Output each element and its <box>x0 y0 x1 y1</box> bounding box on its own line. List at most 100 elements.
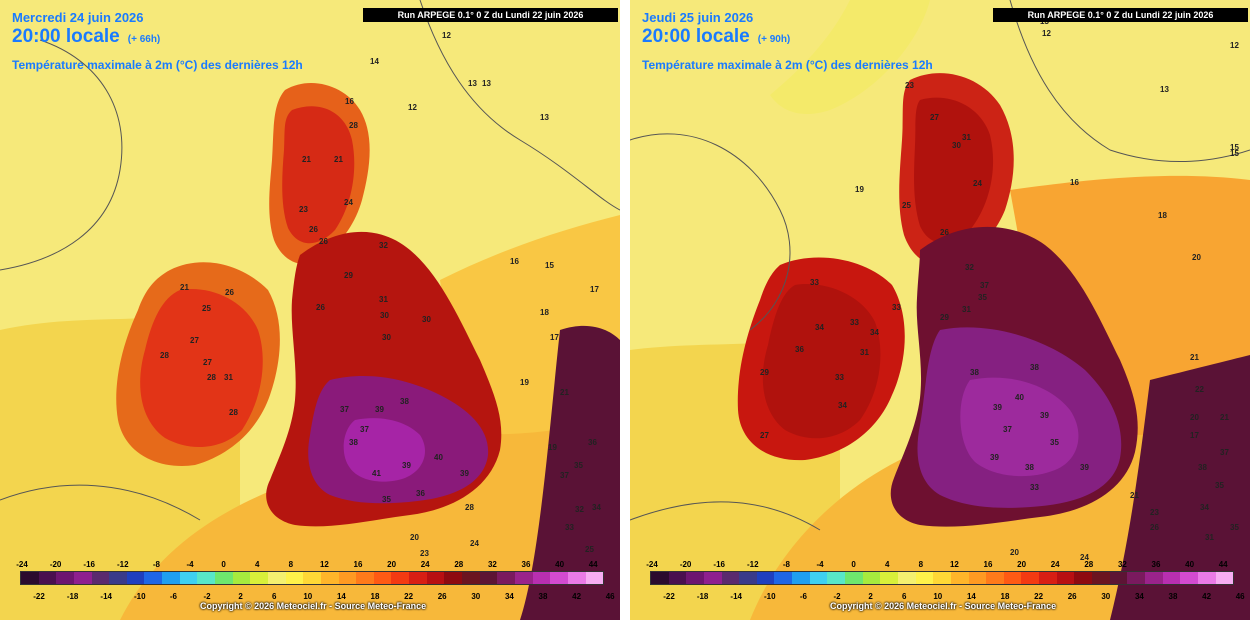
scale-tick-label: -18 <box>696 592 709 601</box>
scale-swatch <box>915 572 934 584</box>
temperature-value-label: 21 <box>1190 353 1199 362</box>
temperature-value-label: 21 <box>560 388 569 397</box>
temperature-value-label: 36 <box>416 489 425 498</box>
scale-swatch <box>38 572 57 584</box>
temperature-value-label: 18 <box>540 308 549 317</box>
time-label: 20:00 locale (+ 90h) <box>642 26 790 48</box>
temperature-value-label: 21 <box>180 283 189 292</box>
scale-tick-label: -22 <box>663 592 675 601</box>
temperature-value-label: 24 <box>470 539 479 548</box>
temperature-value-label: 35 <box>574 461 583 470</box>
temperature-value-label: 27 <box>930 113 939 122</box>
date-label: Jeudi 25 juin 2026 <box>642 10 754 25</box>
ireland-hot <box>762 284 881 439</box>
scale-swatch <box>845 572 863 584</box>
scale-tick-label: 42 <box>572 592 582 601</box>
temperature-value-label: 38 <box>1198 463 1207 472</box>
scale-swatch <box>338 572 357 584</box>
temperature-value-label: 18 <box>1158 211 1167 220</box>
temperature-value-label: 38 <box>1025 463 1034 472</box>
scale-swatch <box>532 572 551 584</box>
temperature-value-label: 31 <box>860 348 869 357</box>
temperature-value-label: 27 <box>760 431 769 440</box>
scotland-hot <box>914 97 994 244</box>
scale-swatch <box>933 572 951 584</box>
scale-swatch <box>409 572 427 584</box>
temperature-value-label: 16 <box>1070 178 1079 187</box>
scale-swatch <box>1109 572 1128 584</box>
scale-tick-label: -10 <box>764 592 776 601</box>
scale-tick-label: 12 <box>949 560 959 569</box>
run-info-bar: Run ARPEGE 0.1° 0 Z du Lundi 22 juin 202… <box>993 8 1248 22</box>
temperature-value-label: 23 <box>299 205 308 214</box>
temperature-value-label: 36 <box>795 345 804 354</box>
temperature-value-label: 37 <box>360 425 369 434</box>
scale-tick-label: 34 <box>504 592 514 601</box>
temperature-value-label: 34 <box>815 323 824 332</box>
scale-tick-label: 36 <box>521 560 531 569</box>
scale-tick-label: 26 <box>1067 592 1077 601</box>
scale-tick-label: -18 <box>66 592 79 601</box>
temperature-value-label: 35 <box>978 293 987 302</box>
temperature-value-label: 33 <box>1030 483 1039 492</box>
scale-swatch <box>550 572 568 584</box>
color-scale-bar <box>650 571 1234 585</box>
temperature-value-label: 13 <box>482 79 491 88</box>
temperature-value-label: 35 <box>1215 481 1224 490</box>
parameter-label: Température maximale à 2m (°C) des derni… <box>642 58 933 72</box>
temperature-value-label: 17 <box>550 333 559 342</box>
scale-tick-label: 6 <box>901 592 907 601</box>
temperature-value-label: 21 <box>302 155 311 164</box>
scale-swatch <box>721 572 740 584</box>
scale-swatch <box>651 572 669 584</box>
scale-swatch <box>774 572 793 584</box>
scale-swatch <box>792 572 810 584</box>
scale-tick-label: -20 <box>679 560 692 569</box>
temperature-value-label: 28 <box>465 503 474 512</box>
temperature-value-label: 13 <box>540 113 549 122</box>
scale-tick-label: -4 <box>186 560 194 569</box>
scale-tick-label: -2 <box>203 592 211 601</box>
temperature-value-label: 19 <box>548 443 557 452</box>
temperature-value-label: 28 <box>160 351 169 360</box>
scale-tick-label: 4 <box>254 560 260 569</box>
scale-swatch <box>1162 572 1181 584</box>
isotherm-line <box>419 0 620 211</box>
temperature-value-label: 25 <box>202 304 211 313</box>
temperature-value-label: 23 <box>1150 508 1159 517</box>
temperature-value-label: 33 <box>565 523 574 532</box>
temperature-value-label: 26 <box>316 303 325 312</box>
map-panel-right: 1312131512191623273031242526323735312933… <box>630 0 1250 620</box>
continent-hot <box>520 325 620 620</box>
scale-tick-label: 2 <box>868 592 873 601</box>
scale-swatch <box>514 572 533 584</box>
scale-swatch <box>479 572 498 584</box>
temperature-value-label: 20 <box>1190 413 1199 422</box>
scale-swatch <box>285 572 304 584</box>
scale-tick-label: -2 <box>833 592 841 601</box>
scale-swatch <box>197 572 216 584</box>
temperature-value-label: 37 <box>560 471 569 480</box>
temperature-value-label: 34 <box>592 503 601 512</box>
temperature-value-label: 39 <box>990 453 999 462</box>
scale-swatch <box>1056 572 1075 584</box>
isotherm-line <box>1009 0 1250 162</box>
temperature-value-label: 41 <box>372 469 381 478</box>
scale-tick-label: -16 <box>713 560 725 569</box>
scale-tick-label: -24 <box>16 560 28 569</box>
scale-tick-label: -24 <box>646 560 658 569</box>
scale-tick-label: 24 <box>1050 560 1060 569</box>
temperature-value-label: 30 <box>380 311 389 320</box>
scale-swatch <box>567 572 586 584</box>
scale-swatch <box>391 572 410 584</box>
temperature-value-label: 37 <box>340 405 349 414</box>
scale-tick-label: 42 <box>1202 592 1212 601</box>
time-value: 20:00 locale <box>12 26 120 47</box>
value-labels-left: 13 12 14 13 12 13 16 21 28 26 23 21 24 26 29 32 31 30 26 30… <box>160 31 601 558</box>
panel-divider <box>620 0 630 620</box>
scale-swatch <box>356 572 374 584</box>
scale-tick-label: 18 <box>1000 592 1010 601</box>
temperature-value-label: 39 <box>993 403 1002 412</box>
temperature-value-label: 33 <box>810 278 819 287</box>
parameter-label: Température maximale à 2m (°C) des derni… <box>12 58 303 72</box>
